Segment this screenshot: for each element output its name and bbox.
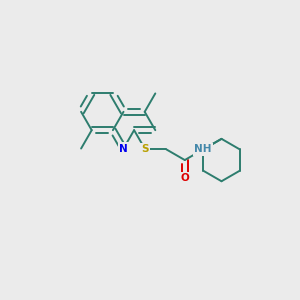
Text: NH: NH [194, 144, 212, 154]
Text: N: N [119, 143, 128, 154]
Text: O: O [180, 173, 189, 183]
Text: S: S [142, 144, 149, 154]
